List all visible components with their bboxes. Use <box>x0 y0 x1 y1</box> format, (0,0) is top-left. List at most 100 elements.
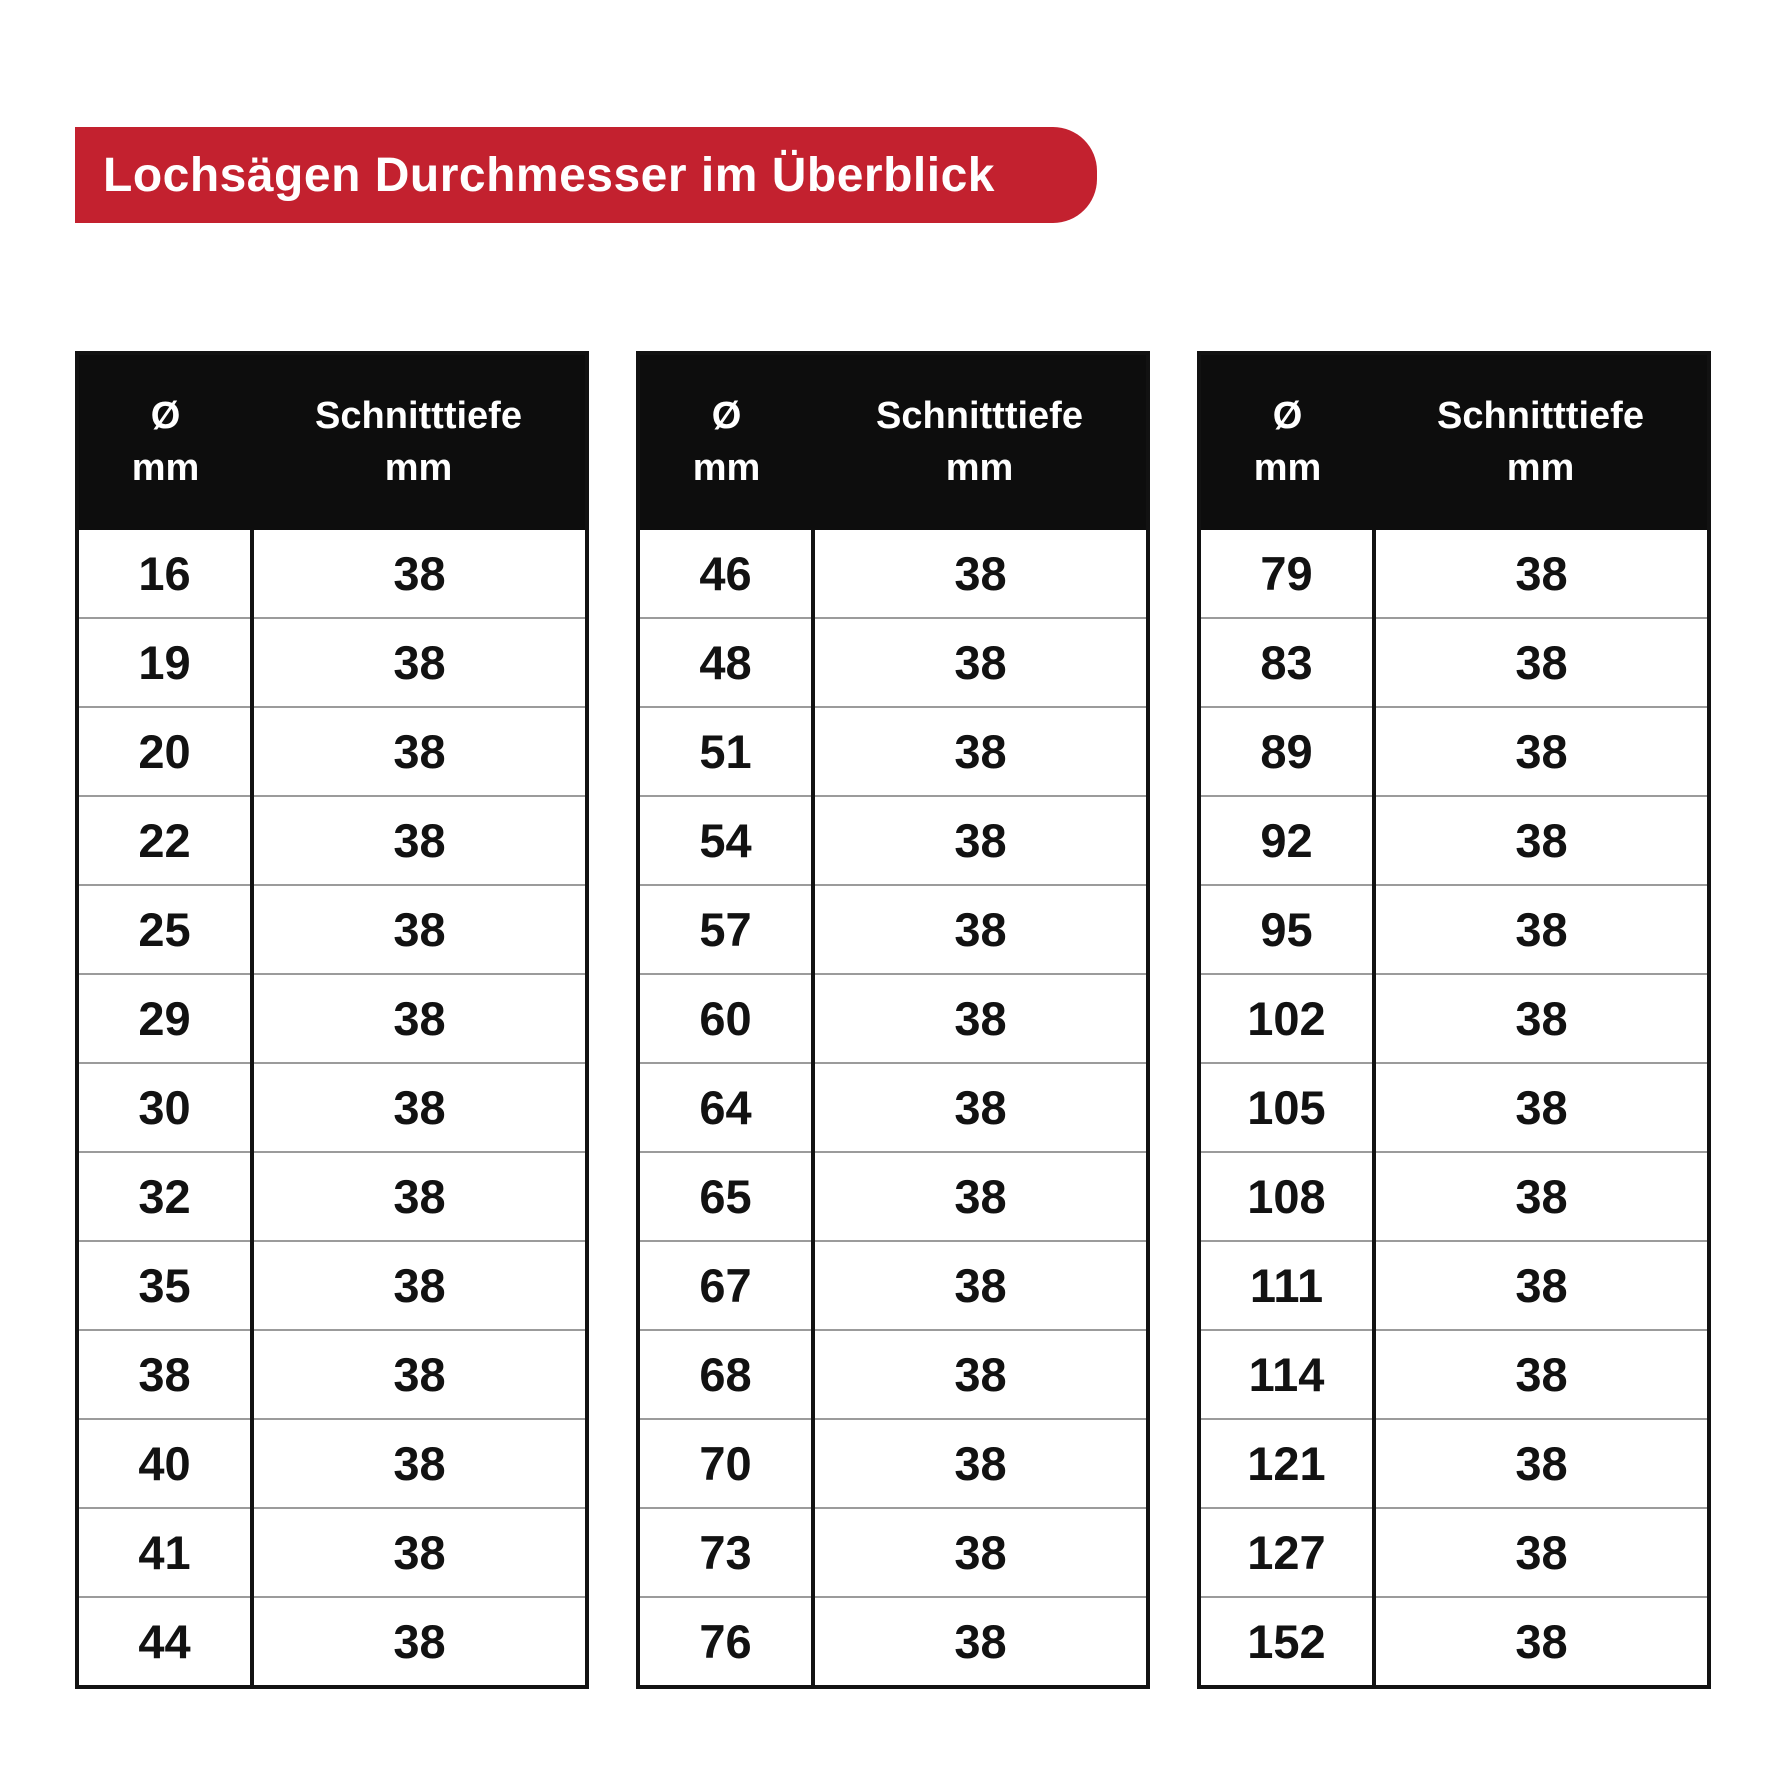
table-row: 25 38 <box>77 884 587 974</box>
depth-cell: 38 <box>813 795 1148 885</box>
table-row: 30 38 <box>77 1062 587 1152</box>
depth-cell: 38 <box>813 706 1148 796</box>
depth-cell: 38 <box>813 530 1148 618</box>
table-row: 40 38 <box>77 1418 587 1508</box>
diameter-cell: 108 <box>1199 1151 1376 1241</box>
table-row: 41 38 <box>77 1507 587 1597</box>
depth-cell: 38 <box>813 617 1148 707</box>
col-header-diameter-label: Ø mm <box>131 395 200 489</box>
table-row: 38 38 <box>77 1329 587 1419</box>
diameter-cell: 40 <box>77 1418 254 1508</box>
depth-cell: 38 <box>252 973 587 1063</box>
depth-cell: 38 <box>813 1596 1148 1687</box>
col-header-diameter-label: Ø mm <box>692 395 761 489</box>
depth-cell: 38 <box>252 1329 587 1419</box>
table-row: 35 38 <box>77 1240 587 1330</box>
diameter-cell: 16 <box>77 530 254 618</box>
table-row: 20 38 <box>77 706 587 796</box>
diameter-cell: 48 <box>638 617 815 707</box>
diameter-cell: 68 <box>638 1329 815 1419</box>
diameter-cell: 76 <box>638 1596 815 1687</box>
table-1-body: 16 38 19 38 20 38 22 38 25 38 29 38 30 3… <box>77 530 587 1687</box>
title-banner: Lochsägen Durchmesser im Überblick <box>75 127 1097 223</box>
table-row: 127 38 <box>1199 1507 1709 1597</box>
diameter-cell: 73 <box>638 1507 815 1597</box>
table-row: 48 38 <box>638 617 1148 707</box>
diameter-cell: 20 <box>77 706 254 796</box>
tables-container: Ø mm Schnitttiefe mm 16 38 19 38 20 38 2… <box>75 351 1711 1689</box>
table-row: 83 38 <box>1199 617 1709 707</box>
depth-cell: 38 <box>252 706 587 796</box>
col-header-diameter: Ø mm <box>638 353 813 530</box>
diameter-cell: 64 <box>638 1062 815 1152</box>
table-row: 67 38 <box>638 1240 1148 1330</box>
diameter-cell: 60 <box>638 973 815 1063</box>
depth-cell: 38 <box>813 1507 1148 1597</box>
table-row: 121 38 <box>1199 1418 1709 1508</box>
table-row: 105 38 <box>1199 1062 1709 1152</box>
depth-cell: 38 <box>252 1240 587 1330</box>
table-3-header: Ø mm Schnitttiefe mm <box>1199 353 1709 530</box>
table-row: 32 38 <box>77 1151 587 1241</box>
diameter-cell: 70 <box>638 1418 815 1508</box>
diameter-cell: 29 <box>77 973 254 1063</box>
header-row: Ø mm Schnitttiefe mm <box>77 353 587 530</box>
diameter-cell: 92 <box>1199 795 1376 885</box>
depth-cell: 38 <box>1374 617 1709 707</box>
depth-cell: 38 <box>1374 1062 1709 1152</box>
diameter-cell: 102 <box>1199 973 1376 1063</box>
diameter-cell: 46 <box>638 530 815 618</box>
col-header-depth-label: Schnitttiefe mm <box>315 395 522 489</box>
depth-cell: 38 <box>252 1418 587 1508</box>
table-row: 102 38 <box>1199 973 1709 1063</box>
depth-cell: 38 <box>252 795 587 885</box>
depth-cell: 38 <box>252 884 587 974</box>
diameter-cell: 121 <box>1199 1418 1376 1508</box>
depth-cell: 38 <box>813 884 1148 974</box>
table-2-body: 46 38 48 38 51 38 54 38 57 38 60 38 64 3… <box>638 530 1148 1687</box>
diameter-cell: 25 <box>77 884 254 974</box>
table-row: 54 38 <box>638 795 1148 885</box>
table-row: 16 38 <box>77 530 587 618</box>
depth-cell: 38 <box>813 1151 1148 1241</box>
diameter-cell: 54 <box>638 795 815 885</box>
depth-cell: 38 <box>252 1062 587 1152</box>
table-2-header: Ø mm Schnitttiefe mm <box>638 353 1148 530</box>
col-header-depth: Schnitttiefe mm <box>1374 353 1709 530</box>
table-row: 114 38 <box>1199 1329 1709 1419</box>
table-row: 64 38 <box>638 1062 1148 1152</box>
depth-cell: 38 <box>1374 1418 1709 1508</box>
depth-cell: 38 <box>1374 1329 1709 1419</box>
depth-cell: 38 <box>813 1418 1148 1508</box>
diameter-cell: 79 <box>1199 530 1376 618</box>
depth-cell: 38 <box>1374 1151 1709 1241</box>
depth-cell: 38 <box>1374 1507 1709 1597</box>
diameter-cell: 19 <box>77 617 254 707</box>
col-header-diameter-label: Ø mm <box>1253 395 1322 489</box>
table-row: 92 38 <box>1199 795 1709 885</box>
col-header-depth-label: Schnitttiefe mm <box>1437 395 1644 489</box>
depth-cell: 38 <box>813 1329 1148 1419</box>
diameter-table-3: Ø mm Schnitttiefe mm 79 38 83 38 89 38 9… <box>1197 351 1711 1689</box>
depth-cell: 38 <box>252 1151 587 1241</box>
diameter-table-2: Ø mm Schnitttiefe mm 46 38 48 38 51 38 5… <box>636 351 1150 1689</box>
depth-cell: 38 <box>252 1596 587 1687</box>
table-row: 76 38 <box>638 1596 1148 1687</box>
table-row: 108 38 <box>1199 1151 1709 1241</box>
diameter-cell: 57 <box>638 884 815 974</box>
table-row: 95 38 <box>1199 884 1709 974</box>
depth-cell: 38 <box>813 1240 1148 1330</box>
diameter-cell: 89 <box>1199 706 1376 796</box>
depth-cell: 38 <box>252 530 587 618</box>
table-row: 152 38 <box>1199 1596 1709 1687</box>
col-header-depth-label: Schnitttiefe mm <box>876 395 1083 489</box>
header-row: Ø mm Schnitttiefe mm <box>638 353 1148 530</box>
table-row: 57 38 <box>638 884 1148 974</box>
diameter-cell: 30 <box>77 1062 254 1152</box>
diameter-cell: 114 <box>1199 1329 1376 1419</box>
diameter-cell: 38 <box>77 1329 254 1419</box>
table-row: 111 38 <box>1199 1240 1709 1330</box>
depth-cell: 38 <box>1374 1596 1709 1687</box>
diameter-cell: 152 <box>1199 1596 1376 1687</box>
diameter-cell: 22 <box>77 795 254 885</box>
